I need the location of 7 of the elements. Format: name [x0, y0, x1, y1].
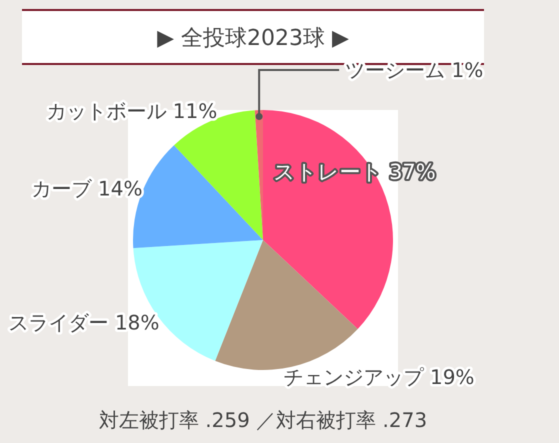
slice-label: カーブ 14% — [32, 176, 142, 200]
slice-label: カットボール 11% — [46, 99, 218, 124]
text: 対左被打率 .259 ／対右被打率 .273 — [98, 408, 428, 432]
slice-label: チェンジアップ 19% — [284, 365, 474, 390]
slice-label: ツーシーム 1% — [345, 58, 484, 82]
chart-title: ▶ 全投球2023球 ▶ — [157, 26, 349, 51]
slice-label: スライダー 18% — [8, 310, 160, 335]
